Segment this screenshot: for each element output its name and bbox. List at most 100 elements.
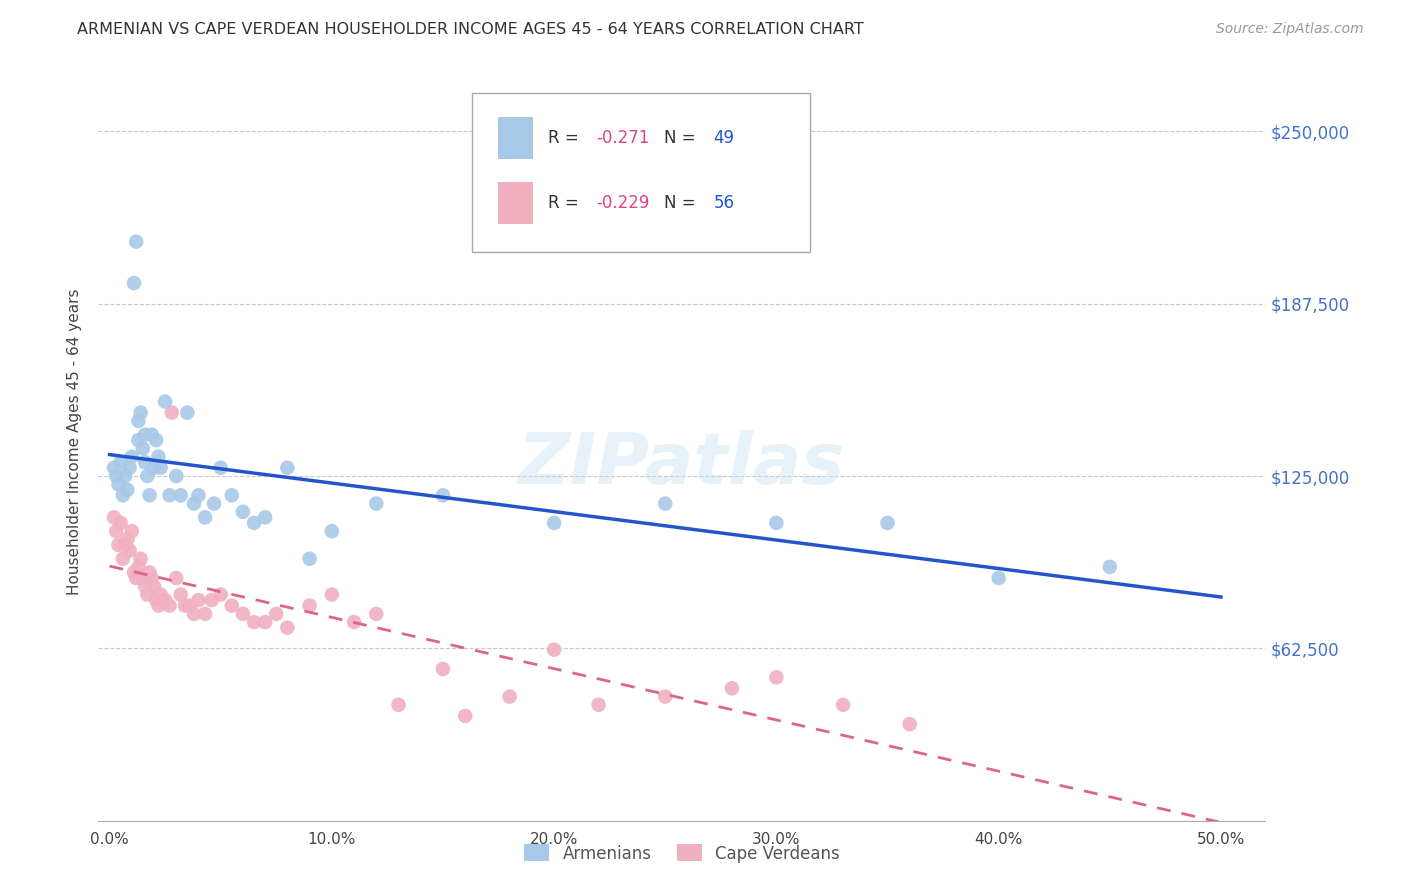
Point [202, 497, 225, 511]
Point [276, 460, 298, 475]
Point [179, 599, 201, 613]
Point [153, 593, 176, 607]
Point [721, 681, 744, 696]
Point [149, 588, 172, 602]
Point [232, 607, 254, 621]
Point [141, 427, 163, 442]
Point [145, 593, 167, 607]
Point [160, 406, 183, 420]
Point [298, 599, 321, 613]
Point [454, 709, 477, 723]
Point [183, 607, 205, 621]
Point [321, 524, 343, 538]
Point [127, 414, 149, 428]
Point [148, 599, 170, 613]
Text: 49: 49 [713, 129, 734, 147]
Point [129, 551, 152, 566]
FancyBboxPatch shape [472, 93, 810, 252]
Point [111, 488, 134, 502]
Point [1098, 560, 1121, 574]
Point [117, 483, 139, 497]
Legend: Armenians, Cape Verdeans: Armenians, Cape Verdeans [517, 838, 846, 869]
Point [125, 235, 148, 249]
Point [432, 662, 454, 676]
Point [117, 533, 139, 547]
Point [134, 579, 156, 593]
Point [221, 599, 243, 613]
Text: Source: ZipAtlas.com: Source: ZipAtlas.com [1216, 22, 1364, 37]
Point [176, 406, 198, 420]
Point [111, 551, 134, 566]
FancyBboxPatch shape [498, 118, 533, 159]
Point [105, 524, 128, 538]
Point [165, 469, 187, 483]
Point [107, 477, 129, 491]
Point [298, 551, 321, 566]
Point [201, 593, 224, 607]
Point [127, 433, 149, 447]
Point [148, 450, 170, 464]
Point [194, 607, 217, 621]
Point [832, 698, 855, 712]
Point [153, 394, 176, 409]
Point [110, 455, 132, 469]
FancyBboxPatch shape [498, 182, 533, 224]
Point [132, 571, 155, 585]
Point [105, 469, 128, 483]
Point [243, 516, 266, 530]
Point [149, 460, 172, 475]
Text: -0.229: -0.229 [596, 194, 650, 211]
Point [136, 469, 159, 483]
Point [169, 488, 191, 502]
Text: ARMENIAN VS CAPE VERDEAN HOUSEHOLDER INCOME AGES 45 - 64 YEARS CORRELATION CHART: ARMENIAN VS CAPE VERDEAN HOUSEHOLDER INC… [77, 22, 865, 37]
Point [254, 615, 277, 629]
Point [103, 510, 125, 524]
Point [765, 670, 787, 684]
Point [159, 488, 181, 502]
Point [876, 516, 898, 530]
Point [165, 571, 187, 585]
Point [232, 505, 254, 519]
Point [110, 516, 132, 530]
Point [765, 516, 787, 530]
Point [366, 607, 388, 621]
Point [987, 571, 1010, 585]
Text: R =: R = [548, 194, 578, 211]
Point [187, 593, 209, 607]
Point [159, 599, 181, 613]
Point [654, 497, 676, 511]
Text: N =: N = [665, 194, 696, 211]
Text: 56: 56 [713, 194, 734, 211]
Text: R =: R = [548, 129, 578, 147]
Point [209, 588, 232, 602]
Point [152, 593, 174, 607]
Point [114, 538, 136, 552]
Point [114, 469, 136, 483]
Point [129, 406, 152, 420]
Point [209, 460, 232, 475]
Point [654, 690, 676, 704]
Point [343, 615, 366, 629]
Point [221, 488, 243, 502]
Point [187, 488, 209, 502]
Point [134, 455, 156, 469]
Point [118, 543, 141, 558]
Point [132, 442, 155, 456]
Point [264, 607, 287, 621]
Point [321, 588, 343, 602]
Point [134, 427, 156, 442]
Point [543, 642, 565, 657]
Point [141, 571, 163, 585]
Point [136, 588, 159, 602]
Point [145, 433, 167, 447]
Point [122, 276, 145, 290]
Point [118, 460, 141, 475]
Point [138, 566, 160, 580]
Point [432, 488, 454, 502]
Point [121, 450, 143, 464]
Point [498, 690, 520, 704]
Point [169, 588, 191, 602]
Point [127, 560, 149, 574]
Point [122, 566, 145, 580]
Y-axis label: Householder Income Ages 45 - 64 years: Householder Income Ages 45 - 64 years [67, 288, 83, 595]
